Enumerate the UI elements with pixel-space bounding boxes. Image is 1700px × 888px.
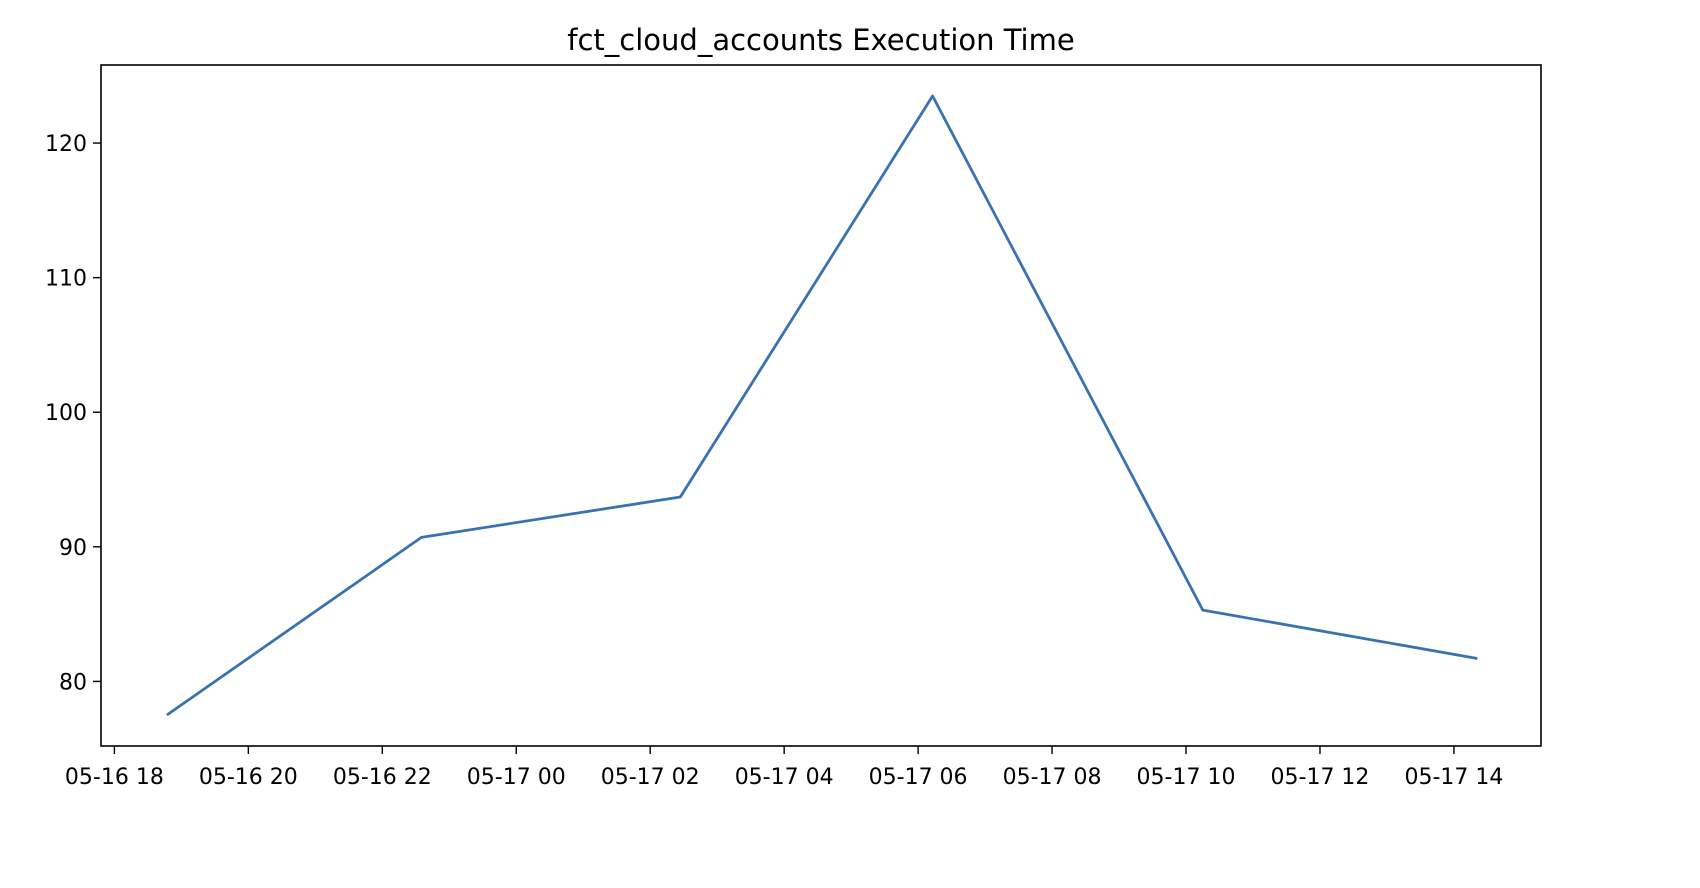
x-tick-label: 05-17 06 [869,765,968,790]
y-tick-label: 110 [45,267,87,292]
y-tick-label: 80 [59,670,87,695]
x-tick-label: 05-16 18 [65,765,164,790]
x-tick-label: 05-17 02 [601,765,700,790]
x-tick-label: 05-17 00 [467,765,566,790]
y-tick-label: 90 [59,536,87,561]
x-tick-label: 05-17 10 [1137,765,1236,790]
x-tick-label: 05-17 14 [1404,765,1503,790]
y-tick-label: 120 [45,132,87,157]
x-tick-label: 05-16 22 [333,765,432,790]
x-tick-label: 05-17 04 [735,765,834,790]
plot-frame [100,64,1542,747]
series-line [166,94,1478,717]
chart-title: fct_cloud_accounts Execution Time [567,23,1074,57]
y-tick-label: 100 [45,401,87,426]
x-tick-label: 05-17 12 [1271,765,1370,790]
x-tick-label: 05-17 08 [1003,765,1102,790]
x-tick-label: 05-16 20 [199,765,298,790]
